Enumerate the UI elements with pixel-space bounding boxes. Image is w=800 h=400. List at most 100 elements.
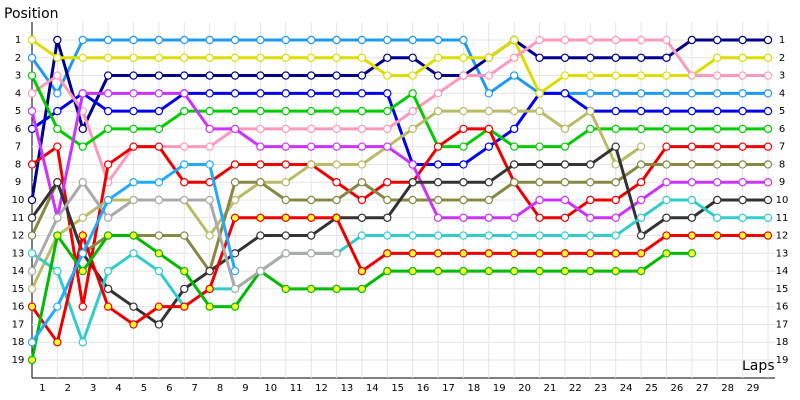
point <box>129 142 138 151</box>
y-tick-label-right: 13 <box>776 248 789 259</box>
point <box>560 160 570 169</box>
point <box>535 266 544 276</box>
point <box>408 53 417 62</box>
point <box>383 71 392 80</box>
x-tick-label: 5 <box>141 383 147 394</box>
point <box>433 89 443 98</box>
x-tick-label: 19 <box>493 383 506 394</box>
point <box>306 124 316 134</box>
point <box>459 195 468 205</box>
point <box>256 89 265 98</box>
point <box>763 71 773 80</box>
point <box>332 178 341 187</box>
point <box>53 178 62 187</box>
point <box>103 266 113 276</box>
point <box>459 178 468 187</box>
point <box>636 53 646 62</box>
point <box>27 338 37 347</box>
point <box>738 178 747 187</box>
y-tick-label-right: 5 <box>779 106 785 117</box>
x-tick-label: 16 <box>417 383 430 394</box>
series-line <box>30 74 768 149</box>
point <box>357 195 367 205</box>
point <box>662 213 671 222</box>
point <box>510 71 519 80</box>
point <box>433 35 443 45</box>
point <box>636 35 646 45</box>
y-tick-label: 9 <box>15 177 21 188</box>
point <box>230 195 240 205</box>
point <box>738 195 747 205</box>
point <box>129 195 138 205</box>
point <box>103 106 113 116</box>
point <box>510 213 519 222</box>
point <box>560 124 570 134</box>
point <box>281 160 290 169</box>
point <box>408 89 417 98</box>
point <box>535 106 544 116</box>
point <box>53 35 62 45</box>
point <box>332 35 341 45</box>
point <box>357 284 367 294</box>
point <box>27 71 37 80</box>
point <box>180 178 189 187</box>
series-line <box>30 144 768 327</box>
point <box>560 71 570 80</box>
point <box>383 195 392 205</box>
point <box>256 213 265 222</box>
point <box>129 35 138 45</box>
point <box>256 142 265 151</box>
series-line <box>31 37 768 96</box>
point <box>281 231 290 240</box>
point <box>687 160 697 169</box>
x-axis-label: Laps <box>742 358 775 374</box>
point <box>53 266 62 276</box>
y-tick-label: 7 <box>15 142 21 153</box>
point <box>205 53 214 62</box>
point <box>433 71 443 80</box>
point <box>103 53 113 62</box>
point <box>357 266 367 276</box>
point <box>281 178 290 187</box>
point <box>205 142 214 151</box>
point <box>484 178 494 187</box>
point <box>433 142 443 151</box>
point <box>484 231 494 240</box>
point <box>103 213 113 222</box>
point <box>510 231 519 240</box>
point <box>53 213 62 222</box>
point <box>586 35 595 45</box>
point <box>763 124 773 134</box>
x-tick-label: 11 <box>290 383 303 394</box>
point <box>636 249 646 258</box>
x-tick-label: 2 <box>65 383 71 394</box>
y-tick-label-right: 12 <box>776 231 789 242</box>
point <box>662 35 671 45</box>
point <box>53 89 62 98</box>
point <box>230 302 240 311</box>
point <box>713 142 722 151</box>
point <box>256 124 265 134</box>
point <box>27 106 37 116</box>
point <box>180 231 189 240</box>
point <box>154 142 164 151</box>
point <box>281 213 290 222</box>
point <box>611 213 620 222</box>
point <box>611 195 620 205</box>
point <box>154 35 164 45</box>
y-tick-label-right: 3 <box>779 71 785 82</box>
point <box>332 195 341 205</box>
point <box>586 53 595 62</box>
point <box>27 89 37 98</box>
y-tick-label-right: 4 <box>779 88 785 99</box>
point <box>180 71 189 80</box>
point <box>510 142 519 151</box>
x-tick-label: 14 <box>366 383 379 394</box>
point <box>484 195 494 205</box>
point <box>484 106 494 116</box>
point <box>205 266 214 276</box>
point <box>154 178 164 187</box>
x-tick-label: 25 <box>645 383 658 394</box>
series-line <box>30 216 768 346</box>
point <box>53 338 62 347</box>
